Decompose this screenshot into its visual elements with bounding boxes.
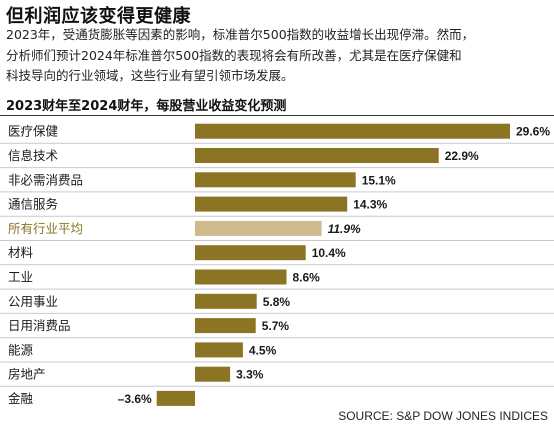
intro-line: 2023年，受通货膨胀等因素的影响，标准普尔500指数的收益增长出现停滞。然而，: [6, 27, 475, 42]
value-label: –3.6%: [118, 392, 152, 406]
intro-text: 2023年，受通货膨胀等因素的影响，标准普尔500指数的收益增长出现停滞。然而，…: [6, 25, 551, 87]
bar: [195, 342, 243, 358]
category-label: 公用事业: [8, 294, 58, 309]
bar: [195, 172, 356, 188]
value-label: 15.1%: [362, 173, 396, 187]
headline: 但利润应该变得更健康: [6, 6, 191, 27]
title-rule: [0, 115, 554, 116]
source-note: SOURCE: S&P DOW JONES INDICES: [338, 409, 548, 423]
intro-line: 科技导向的行业领域，这些行业有望引领市场发展。: [6, 68, 294, 83]
bar: [195, 148, 439, 163]
bar: [195, 269, 287, 285]
category-label: 材料: [8, 245, 34, 260]
category-label: 信息技术: [8, 148, 59, 163]
value-label: 14.3%: [353, 198, 387, 212]
bar: [195, 318, 256, 334]
category-label: 房地产: [8, 367, 46, 382]
value-label: 5.7%: [262, 319, 290, 333]
value-label: 5.8%: [263, 295, 291, 309]
category-label: 所有行业平均: [8, 221, 83, 236]
category-label: 通信服务: [8, 197, 58, 212]
category-label: 金融: [8, 391, 34, 406]
bar: [156, 390, 195, 406]
category-label: 能源: [8, 342, 34, 357]
bar: [195, 196, 348, 212]
chart-title: 2023财年至2024财年，每股营业收益变化预测: [6, 99, 287, 114]
value-label: 29.6%: [516, 125, 550, 139]
bar: [195, 245, 306, 261]
category-label: 非必需消费品: [8, 172, 83, 187]
intro-line: 分析师们预计2024年标准普尔500指数的表现将会有所改善，尤其是在医疗保健和: [6, 47, 462, 63]
bar: [195, 366, 231, 382]
value-label: 22.9%: [445, 149, 479, 163]
category-label: 医疗保健: [8, 124, 59, 139]
bar: [195, 220, 322, 236]
category-label: 工业: [8, 270, 33, 285]
value-label: 8.6%: [293, 271, 321, 285]
category-label: 日用消费品: [8, 318, 71, 333]
bar: [195, 123, 510, 139]
value-label: 3.3%: [236, 368, 264, 382]
value-label: 10.4%: [312, 246, 346, 260]
value-label: 4.5%: [249, 343, 277, 357]
bar-chart: 医疗保健 29.6% 信息技术 22.9% 非必需消费品 15.1% 通信服务 14.3% 所有…: [0, 123, 554, 406]
value-label: 11.9%: [328, 222, 361, 236]
bar: [195, 293, 257, 309]
